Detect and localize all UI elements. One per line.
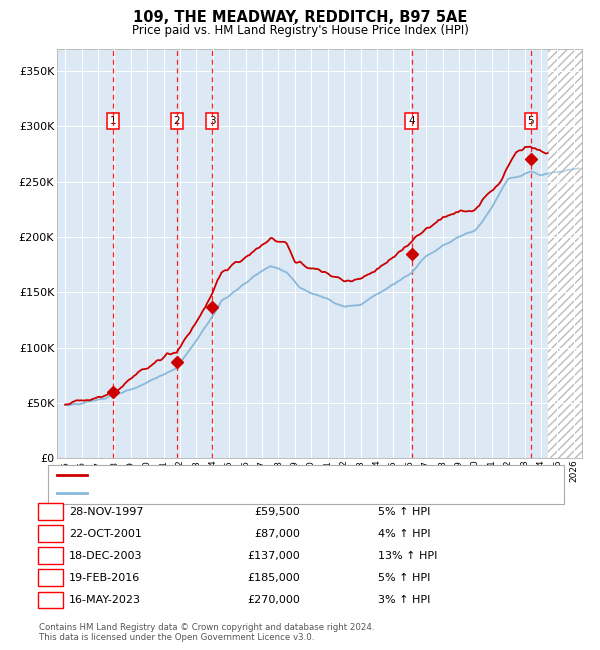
Text: £185,000: £185,000 <box>247 573 300 583</box>
Text: 22-OCT-2001: 22-OCT-2001 <box>69 528 142 539</box>
Text: Contains HM Land Registry data © Crown copyright and database right 2024.
This d: Contains HM Land Registry data © Crown c… <box>39 623 374 642</box>
Text: 2: 2 <box>47 528 54 539</box>
Text: HPI: Average price, semi-detached house, Redditch: HPI: Average price, semi-detached house,… <box>93 488 352 498</box>
Text: 4: 4 <box>47 573 54 583</box>
Text: 3: 3 <box>47 551 54 561</box>
Text: 3% ↑ HPI: 3% ↑ HPI <box>378 595 430 605</box>
Text: 4% ↑ HPI: 4% ↑ HPI <box>378 528 431 539</box>
Text: 5% ↑ HPI: 5% ↑ HPI <box>378 573 430 583</box>
Text: 16-MAY-2023: 16-MAY-2023 <box>69 595 141 605</box>
Text: £59,500: £59,500 <box>254 506 300 517</box>
Text: 5: 5 <box>527 116 534 125</box>
Text: 5: 5 <box>47 595 54 605</box>
Text: 1: 1 <box>47 506 54 517</box>
Text: 2: 2 <box>173 116 180 125</box>
Text: 5% ↑ HPI: 5% ↑ HPI <box>378 506 430 517</box>
Text: 13% ↑ HPI: 13% ↑ HPI <box>378 551 437 561</box>
Text: 3: 3 <box>209 116 215 125</box>
Text: 18-DEC-2003: 18-DEC-2003 <box>69 551 143 561</box>
Bar <box>548 49 582 458</box>
Text: Price paid vs. HM Land Registry's House Price Index (HPI): Price paid vs. HM Land Registry's House … <box>131 24 469 37</box>
Text: 1: 1 <box>110 116 116 125</box>
Text: £137,000: £137,000 <box>247 551 300 561</box>
Text: £87,000: £87,000 <box>254 528 300 539</box>
Text: 4: 4 <box>409 116 415 125</box>
Bar <box>548 49 582 458</box>
Text: 109, THE MEADWAY, REDDITCH, B97 5AE (semi-detached house): 109, THE MEADWAY, REDDITCH, B97 5AE (sem… <box>93 471 421 480</box>
Text: 109, THE MEADWAY, REDDITCH, B97 5AE: 109, THE MEADWAY, REDDITCH, B97 5AE <box>133 10 467 25</box>
Text: £270,000: £270,000 <box>247 595 300 605</box>
Text: 19-FEB-2016: 19-FEB-2016 <box>69 573 140 583</box>
Text: 28-NOV-1997: 28-NOV-1997 <box>69 506 143 517</box>
